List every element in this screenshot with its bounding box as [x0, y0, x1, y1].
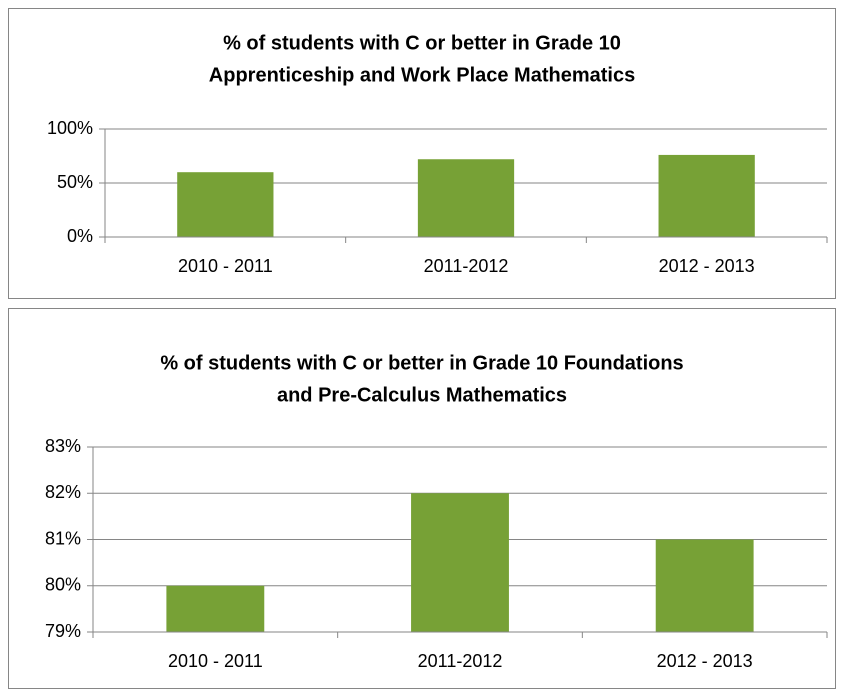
- chart-title: % of students with C or better in Grade …: [160, 352, 683, 374]
- x-tick-label: 2012 - 2013: [657, 651, 753, 671]
- y-tick-label: 50%: [57, 172, 93, 192]
- x-tick-label: 2012 - 2013: [659, 256, 755, 276]
- y-tick-label: 83%: [45, 436, 81, 456]
- x-tick-label: 2010 - 2011: [178, 256, 273, 276]
- y-tick-label: 79%: [45, 621, 81, 641]
- bar: [655, 539, 754, 632]
- chart-title: Apprenticeship and Work Place Mathematic…: [209, 64, 635, 86]
- bar: [177, 172, 274, 237]
- bar: [411, 493, 509, 632]
- chart-title: % of students with C or better in Grade …: [223, 32, 621, 54]
- bar: [417, 159, 515, 237]
- y-tick-label: 80%: [45, 575, 81, 595]
- chart-title: and Pre-Calculus Mathematics: [277, 384, 567, 406]
- y-tick-label: 100%: [47, 118, 93, 138]
- y-tick-label: 0%: [67, 226, 93, 246]
- bar: [166, 585, 265, 632]
- bar: [658, 154, 755, 237]
- x-tick-label: 2011-2012: [424, 256, 509, 276]
- chart-frame: [8, 8, 836, 299]
- x-tick-label: 2010 - 2011: [168, 651, 263, 671]
- x-tick-label: 2011-2012: [418, 651, 503, 671]
- y-tick-label: 81%: [45, 528, 81, 548]
- y-tick-label: 82%: [45, 482, 81, 502]
